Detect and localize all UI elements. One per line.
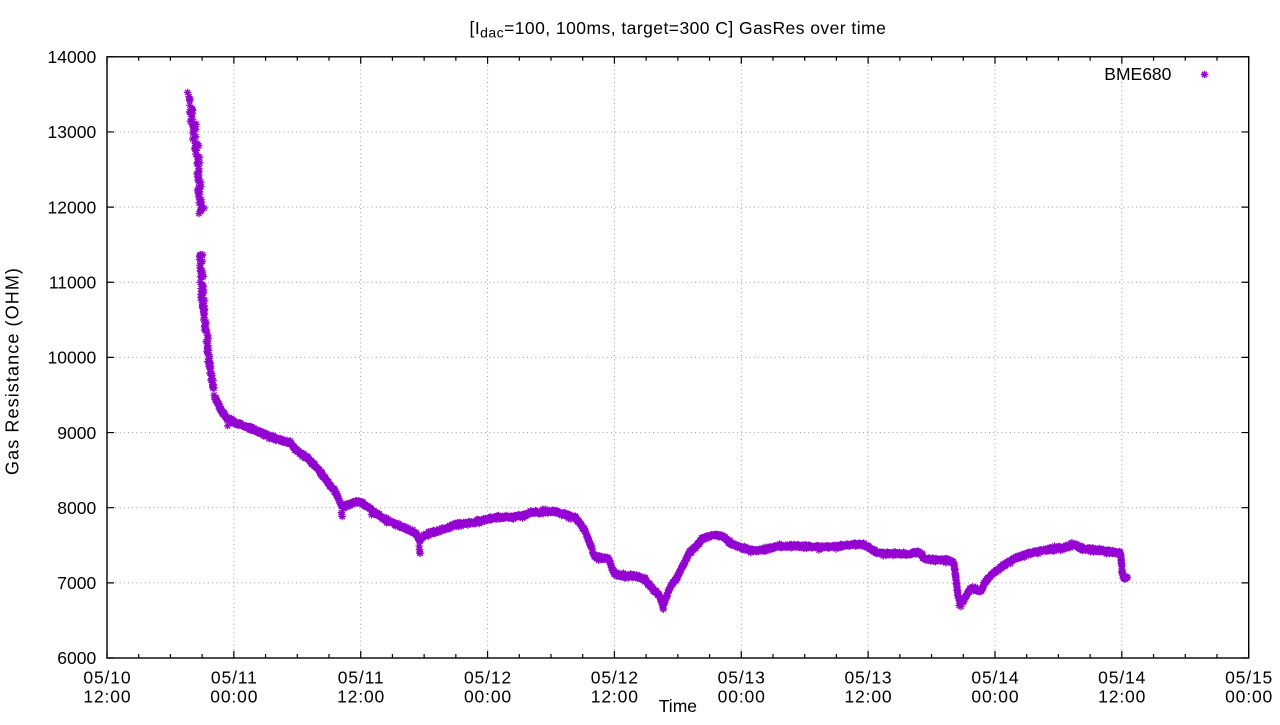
svg-text:00:00: 00:00	[718, 686, 766, 706]
svg-text:05/11: 05/11	[338, 668, 385, 688]
svg-text:12:00: 12:00	[337, 686, 385, 706]
svg-text:[Idac=100, 100ms, target=300 C: [Idac=100, 100ms, target=300 C] GasRes o…	[470, 18, 887, 41]
svg-text:05/13: 05/13	[718, 668, 766, 688]
svg-text:10000: 10000	[48, 348, 97, 368]
svg-text:05/12: 05/12	[591, 668, 639, 688]
svg-text:05/12: 05/12	[464, 668, 512, 688]
svg-text:12:00: 12:00	[83, 686, 131, 706]
svg-text:BME680: BME680	[1104, 64, 1171, 84]
svg-text:6000: 6000	[57, 648, 96, 668]
svg-text:Time: Time	[659, 696, 697, 716]
svg-text:05/15: 05/15	[1225, 668, 1273, 688]
svg-text:12:00: 12:00	[591, 686, 639, 706]
svg-text:12:00: 12:00	[1098, 686, 1146, 706]
svg-text:05/14: 05/14	[971, 668, 1019, 688]
svg-text:14000: 14000	[48, 47, 97, 67]
svg-text:8000: 8000	[57, 498, 96, 518]
svg-text:12:00: 12:00	[844, 686, 892, 706]
svg-text:00:00: 00:00	[464, 686, 512, 706]
svg-text:00:00: 00:00	[1225, 686, 1273, 706]
svg-text:00:00: 00:00	[210, 686, 258, 706]
svg-text:12000: 12000	[48, 197, 97, 217]
svg-text:00:00: 00:00	[971, 686, 1019, 706]
svg-text:05/10: 05/10	[83, 668, 131, 688]
svg-text:13000: 13000	[48, 122, 97, 142]
svg-text:05/11: 05/11	[211, 668, 258, 688]
svg-text:11000: 11000	[49, 272, 97, 292]
svg-text:9000: 9000	[57, 423, 96, 443]
svg-text:Gas Resistance (OHM): Gas Resistance (OHM)	[3, 267, 23, 475]
svg-text:05/14: 05/14	[1098, 668, 1146, 688]
svg-text:05/13: 05/13	[844, 668, 892, 688]
svg-text:7000: 7000	[57, 573, 96, 593]
